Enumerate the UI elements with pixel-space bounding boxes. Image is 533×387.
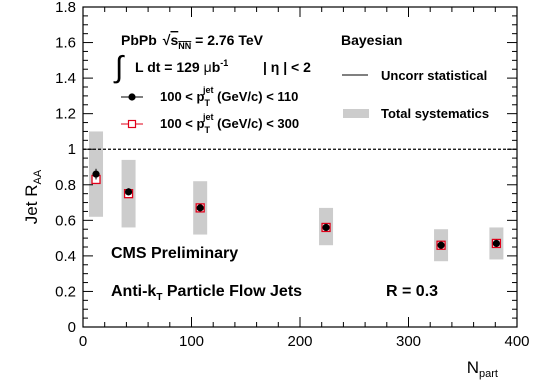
x-tick-label: 400 [504,333,529,350]
legend-s1-sub: T [204,98,210,108]
x-tick-label: 0 [79,333,87,350]
legend-total-systematics-label: Total systematics [381,106,489,121]
jet-radius-label: R = 0.3 [386,283,438,300]
integral-sign: ∫ [113,51,125,84]
y-tick-label: 1.6 [55,35,76,52]
x-axis-title-main: N [467,358,479,377]
x-tick-label: 100 [179,333,204,350]
jet-algorithm-label: Anti-kT Particle Flow Jets [111,283,302,303]
eta-cut-label: | η | < 2 [263,59,311,75]
legend-s2-sup: jet [202,112,214,122]
y-tick-label: 1 [68,141,76,158]
method-label: Bayesian [341,32,402,48]
lumi-exp: -1 [220,58,228,68]
legend-s2-suffix: (GeV/c) < 300 [213,116,299,131]
x-axis-title: Npart [467,358,498,380]
legend-series-2: 100 < pTjet (GeV/c) < 300 [121,112,299,135]
sqrt-symbol: √ [163,32,171,48]
legend-uncorr: Uncorr statistical [342,68,487,83]
legend-series-1-label: 100 < pTjet (GeV/c) < 110 [160,85,298,108]
y-tick-label: 1.8 [55,0,76,16]
sqrt-s: s [170,32,178,48]
energy-value: = 2.76 TeV [191,32,263,48]
collision-system: PbPb [121,32,157,48]
luminosity-label: L dt = 129 μb-1 [135,58,228,75]
legend-s2-sub: T [204,125,210,135]
tick-layer: 0 100 200 300 400 0 0.2 0.4 0.6 0.8 1 1.2 1.4 1.6 1.8 [55,0,529,350]
legend-total-systematics-swatch [343,109,369,118]
y-tick-label: 0.6 [55,212,76,229]
legend-series-2-label: 100 < pTjet (GeV/c) < 300 [160,112,299,135]
y-tick-label: 1.4 [55,70,76,87]
x-axis-title-sub: part [479,368,498,380]
legend-s1-prefix: 100 < p [160,89,205,104]
lumi-mu: μ [204,59,212,75]
series-1-point [124,188,133,196]
legend-s1-sup: jet [202,85,214,95]
legend-s1-suffix: (GeV/c) < 110 [213,89,298,104]
lumi-prefix: L dt = 129 [135,59,204,75]
y-tick-label: 0.8 [55,177,76,194]
algo-prefix: Anti-k [111,283,156,300]
legend-uncorr-label: Uncorr statistical [381,68,487,83]
series-1-point [437,241,445,249]
legend-series-1-marker [128,93,136,101]
y-tick-label: 0.2 [55,283,76,300]
x-tick-label: 300 [396,333,421,350]
y-axis-title-sub: AA [32,169,44,184]
legend-series-2-marker [127,119,137,129]
collision-energy-label: PbPb √sNN = 2.76 TeV [121,32,264,51]
algo-suffix: Particle Flow Jets [162,283,302,300]
sqrt-s-sub: NN [178,41,191,51]
legend-series-1: 100 < pTjet (GeV/c) < 110 [121,85,298,108]
series-1-point [492,239,500,248]
y-tick-label: 0 [68,319,76,336]
y-tick-label: 0.4 [55,248,76,265]
legend-total-systematics: Total systematics [343,106,489,121]
x-tick-label: 200 [287,333,312,350]
legend-s2-prefix: 100 < p [160,116,205,131]
lumi-unit: b [212,59,221,75]
y-tick-label: 1.2 [55,106,76,123]
data-layer [91,168,502,250]
y-axis-title: Jet RAA [22,169,44,224]
algo-sub: T [156,292,162,303]
series-1-point [196,204,204,212]
cms-preliminary-label: CMS Preliminary [111,245,238,262]
series-1-point [322,223,330,232]
y-axis-title-main: Jet R [22,185,41,225]
series-1-point [92,170,100,178]
